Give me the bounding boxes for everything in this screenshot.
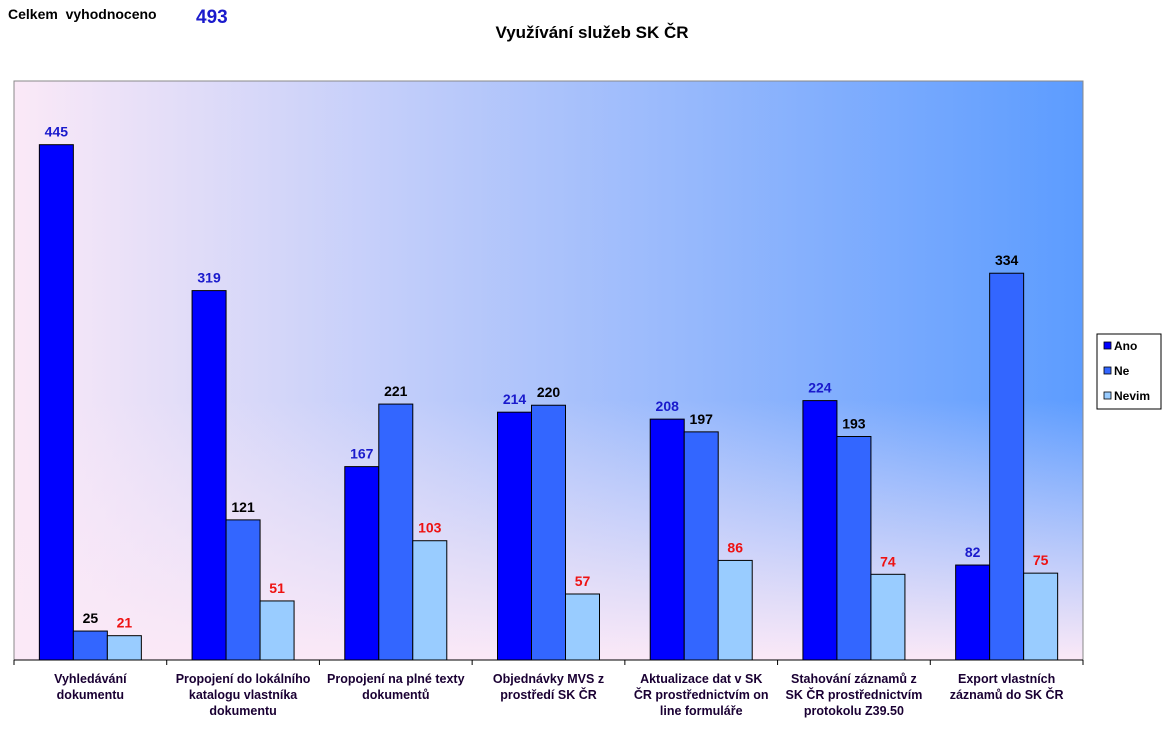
data-label: 75	[1033, 552, 1049, 568]
bar-ano	[802, 400, 838, 661]
data-label: 121	[231, 499, 255, 515]
legend: Ano Ne Nevim	[1096, 333, 1162, 410]
category-label: Export vlastních	[958, 672, 1055, 686]
category-label: line formuláře	[660, 704, 743, 718]
data-label: 193	[842, 416, 866, 432]
bar-nevim	[870, 573, 906, 661]
bar-ano	[344, 466, 380, 661]
data-label: 86	[727, 539, 743, 555]
data-label: 220	[537, 384, 561, 400]
bar-nevim	[106, 635, 142, 661]
chart-title: Využívání služeb SK ČR	[495, 23, 688, 42]
category-label: Propojení na plné texty	[327, 672, 465, 686]
bar-ano	[497, 411, 532, 661]
bar-nevim	[565, 593, 600, 661]
category-label: prostředí SK ČR	[500, 687, 597, 702]
bar-nevim	[259, 600, 295, 661]
data-label: 51	[269, 580, 285, 596]
data-label: 74	[880, 553, 896, 569]
data-label: 103	[418, 520, 442, 536]
data-label: 21	[117, 615, 133, 631]
category-label: Aktualizace dat v SK	[640, 672, 762, 686]
category-label: dokumentů	[362, 688, 429, 702]
legend-swatch	[1103, 341, 1112, 350]
total-label: Celkem vyhodnoceno	[8, 6, 157, 22]
bar-ne	[378, 403, 414, 661]
category-label: Vyhledávání	[54, 672, 127, 686]
data-label: 197	[690, 411, 714, 427]
category-label: Objednávky MVS z	[493, 672, 604, 686]
bar-ne	[989, 272, 1025, 661]
bar-nevim	[412, 540, 448, 661]
data-label: 57	[575, 573, 591, 589]
bar-ne	[225, 519, 261, 661]
legend-label: Nevim	[1114, 389, 1150, 403]
bar-ano	[649, 418, 685, 661]
category-label: protokolu Z39.50	[804, 704, 904, 718]
bar-nevim	[717, 559, 753, 661]
data-label: 445	[45, 124, 69, 140]
category-label: záznamů do SK ČR	[950, 687, 1064, 702]
data-label: 82	[965, 544, 981, 560]
category-label: katalogu vlastníka	[189, 688, 298, 702]
category-label: SK ČR prostřednictvím	[786, 687, 923, 702]
legend-label: Ne	[1114, 364, 1130, 378]
bar-ano	[955, 564, 991, 661]
legend-swatch	[1103, 366, 1112, 375]
legend-label: Ano	[1114, 339, 1137, 353]
bar-ano	[191, 290, 227, 661]
total-value: 493	[196, 7, 228, 28]
category-label: dokumentu	[57, 688, 124, 702]
bar-ne	[531, 404, 566, 661]
legend-swatch	[1103, 391, 1112, 400]
data-label: 167	[350, 446, 374, 462]
bar-nevim	[1023, 572, 1059, 661]
data-label: 25	[83, 610, 99, 626]
bar-ano	[38, 144, 74, 661]
category-label: ČR prostřednictvím on	[634, 687, 769, 702]
category-label: dokumentu	[209, 704, 276, 718]
bar-ne	[72, 630, 108, 661]
bar-ne	[683, 431, 719, 661]
data-label: 221	[384, 383, 408, 399]
category-label: Stahování záznamů z	[791, 672, 917, 686]
category-label: Propojení do lokálního	[176, 672, 311, 686]
data-label: 334	[995, 252, 1019, 268]
data-label: 224	[808, 380, 832, 396]
bar-ne	[836, 436, 872, 661]
data-label: 208	[656, 398, 680, 414]
data-label: 214	[503, 391, 527, 407]
data-label: 319	[197, 270, 221, 286]
